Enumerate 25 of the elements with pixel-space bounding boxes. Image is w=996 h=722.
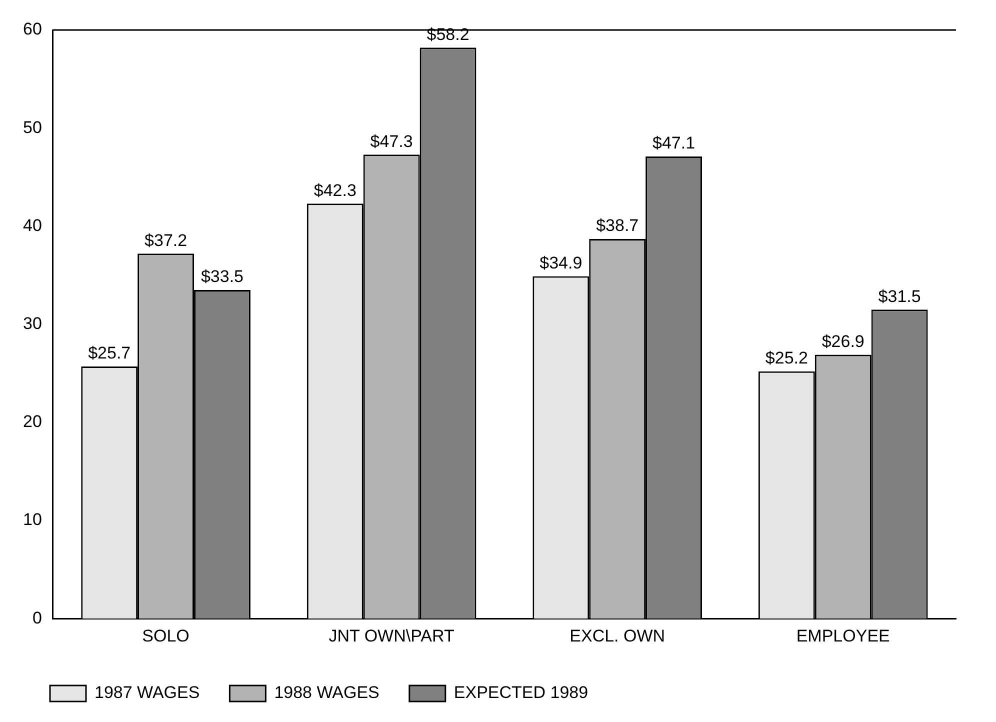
y-tick-label: 10 — [22, 510, 42, 530]
legend-label: 1987 WAGES — [94, 683, 200, 702]
data-label: $47.3 — [370, 132, 413, 151]
data-label: $38.7 — [596, 216, 639, 236]
data-label: $34.9 — [540, 253, 582, 272]
x-tick-label: EXCL. OWN — [570, 626, 666, 646]
legend-label: EXPECTED 1989 — [454, 683, 588, 702]
data-label: $47.1 — [652, 134, 696, 153]
data-label: $31.5 — [878, 286, 921, 306]
data-label: $25.7 — [88, 344, 131, 363]
data-label: $33.5 — [200, 267, 244, 286]
x-tick-label: SOLO — [142, 626, 190, 646]
data-label: $26.9 — [822, 332, 864, 351]
y-tick-label: 20 — [22, 412, 42, 432]
data-label: $25.2 — [765, 348, 808, 368]
y-tick-label: 60 — [22, 20, 42, 39]
y-tick-label: 0 — [32, 608, 42, 628]
y-tick-label: 50 — [22, 118, 42, 137]
x-tick-label: JNT OWN\PART — [328, 626, 454, 646]
y-tick-label: 30 — [22, 314, 42, 333]
data-label: $42.3 — [314, 180, 356, 200]
legend-label: 1988 WAGES — [274, 683, 380, 702]
x-tick-label: EMPLOYEE — [796, 626, 890, 646]
y-tick-label: 40 — [22, 216, 42, 235]
data-label: $37.2 — [144, 230, 188, 250]
